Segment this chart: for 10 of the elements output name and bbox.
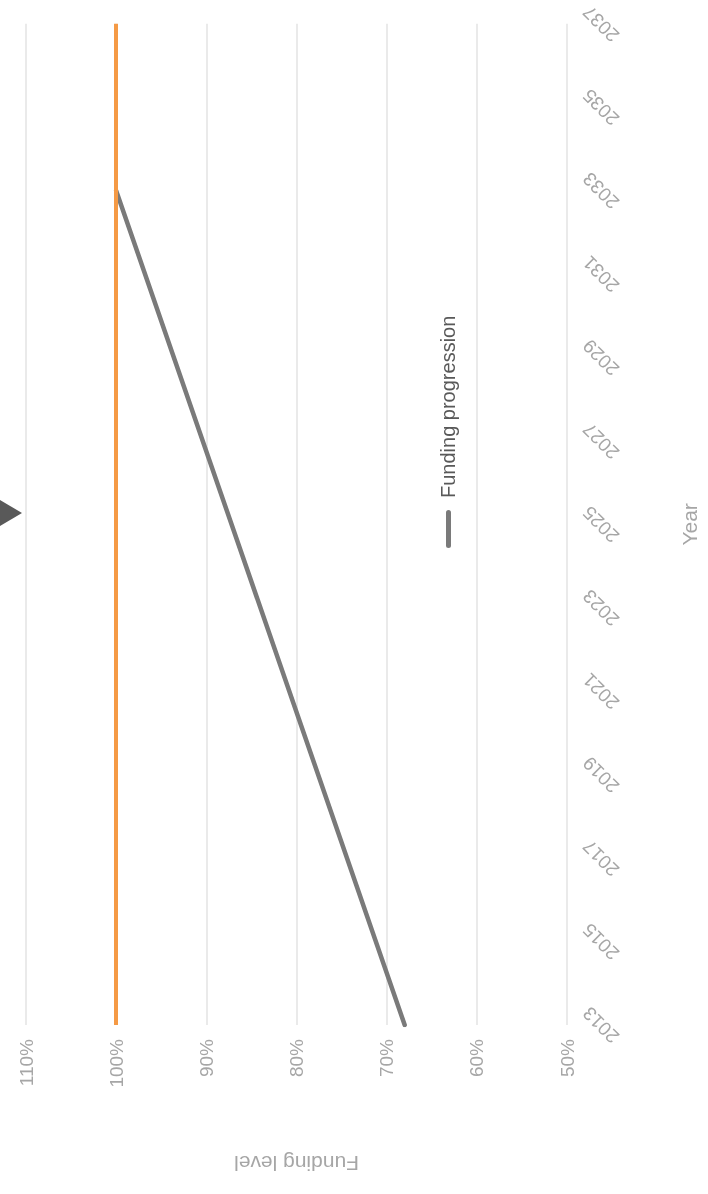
text: Funding progression bbox=[437, 315, 460, 498]
x-tick-label: 90% bbox=[195, 1038, 217, 1078]
x-tick-label: 80% bbox=[286, 1038, 307, 1078]
x-tick-label: 50% bbox=[556, 1038, 578, 1078]
x-tick-label: 100% bbox=[105, 1038, 127, 1088]
x-tick-label: 70% bbox=[376, 1038, 398, 1078]
y-axis-title: Year bbox=[678, 503, 701, 546]
x-axis-title: Funding level bbox=[234, 1152, 359, 1175]
x-tick-label: 60% bbox=[466, 1038, 488, 1078]
x-tick-label: 110% bbox=[15, 1038, 37, 1087]
